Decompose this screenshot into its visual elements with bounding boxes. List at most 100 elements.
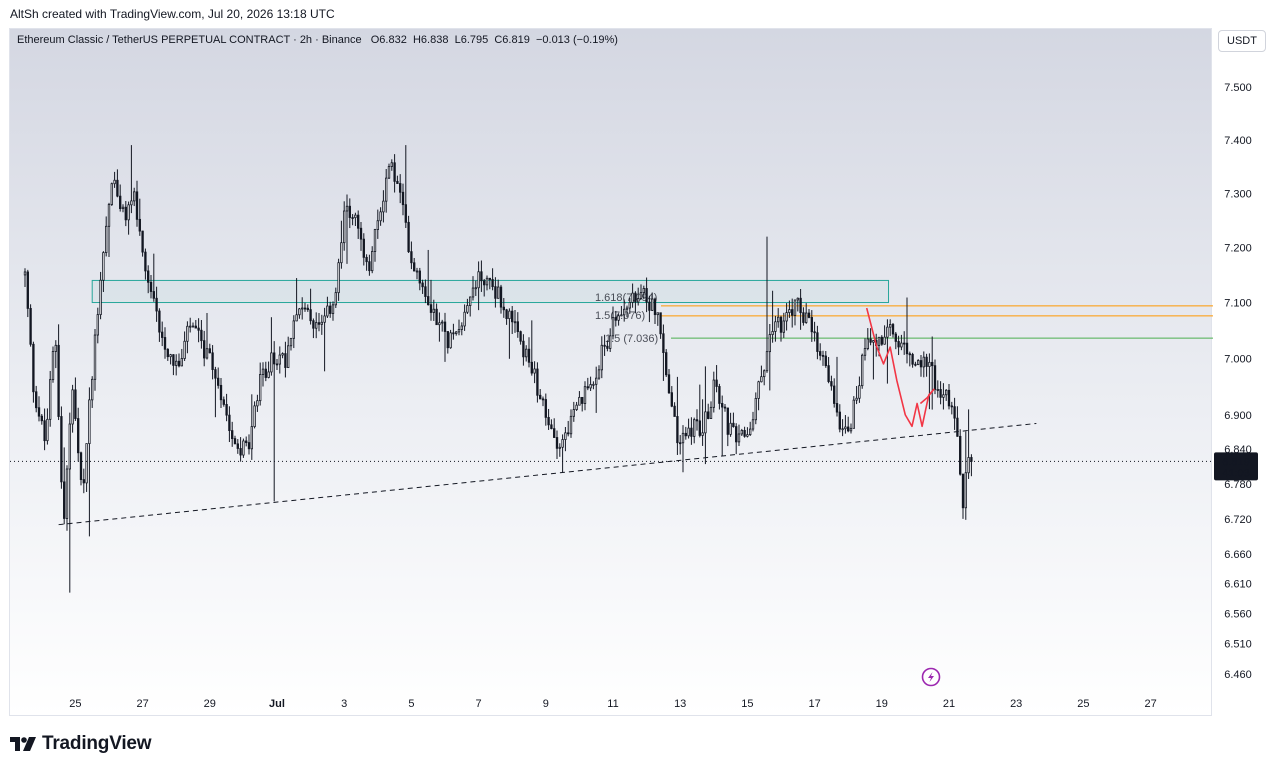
candle-body	[455, 331, 458, 334]
y-axis-tick-label: 6.510	[1224, 639, 1252, 651]
candle-body	[124, 206, 127, 221]
candle-body	[463, 311, 466, 327]
currency-button[interactable]: USDT	[1218, 30, 1266, 52]
projection-path[interactable]	[865, 307, 935, 428]
candle-body	[931, 361, 934, 367]
candle-body	[54, 344, 57, 352]
candle-body	[362, 238, 365, 258]
candle-body	[166, 348, 169, 358]
candle-body	[491, 279, 494, 288]
candle-body	[821, 354, 825, 357]
x-axis-tick-label: 13	[674, 698, 686, 710]
chart-pane[interactable]	[9, 28, 1212, 716]
candle-body	[264, 368, 267, 378]
candle-body	[735, 426, 738, 443]
candle-body	[121, 206, 125, 210]
candle-body	[544, 399, 547, 418]
tradingview-logo[interactable]: TradingView	[10, 733, 152, 755]
candle-body	[65, 468, 69, 519]
candle-body	[63, 481, 66, 519]
resistance-zone[interactable]	[91, 279, 890, 304]
y-axis-tick-label: 6.460	[1224, 669, 1252, 681]
candle-body	[343, 210, 346, 244]
candle-body	[681, 432, 685, 444]
trendline[interactable]	[58, 422, 1037, 526]
candle-body	[600, 344, 603, 371]
candle-body	[393, 162, 396, 182]
candle-body	[645, 288, 648, 303]
candle-body	[68, 423, 71, 470]
candle-body	[791, 309, 794, 316]
candle-body	[861, 354, 864, 387]
candle-body	[684, 432, 687, 437]
candle-body	[301, 307, 304, 310]
candle-body	[634, 292, 637, 303]
candle-body	[746, 434, 749, 437]
fib-level-label: 1.5 (7.036)	[605, 333, 658, 345]
candle-body	[813, 331, 816, 334]
candle-body	[29, 308, 32, 345]
candle-body	[637, 298, 640, 303]
candle-body	[933, 365, 937, 390]
candle-body	[161, 331, 164, 338]
candle-body	[555, 437, 559, 449]
symbol-legend: Ethereum Classic / TetherUS PERPETUAL CO…	[17, 34, 618, 46]
candle-body	[793, 299, 797, 316]
candle-body	[695, 419, 699, 422]
candle-body	[379, 211, 382, 222]
candle-body	[729, 422, 732, 435]
x-axis-tick-label: 5	[408, 698, 414, 710]
candle-body	[516, 321, 519, 333]
candle-body	[611, 317, 615, 337]
candle-body	[323, 315, 326, 323]
candle-body	[662, 333, 665, 354]
x-axis-tick-label: 25	[69, 698, 81, 710]
candle-body	[180, 358, 183, 367]
candle-body	[295, 314, 298, 322]
chart-caption: AltSh created with TradingView.com, Jul …	[10, 7, 335, 21]
candle-body	[460, 325, 463, 330]
candle-body	[905, 342, 909, 355]
candle-body	[513, 321, 517, 324]
candle-body	[525, 348, 528, 358]
candle-body	[827, 365, 830, 382]
candle-body	[337, 262, 340, 294]
candle-body	[169, 354, 172, 358]
candle-body	[679, 442, 682, 445]
candle-body	[113, 179, 116, 185]
candle-body	[401, 191, 405, 206]
candle-body	[93, 334, 97, 380]
candle-body	[211, 352, 214, 370]
candle-body	[147, 270, 150, 283]
candle-body	[715, 379, 718, 387]
candle-body	[261, 368, 265, 375]
x-axis-tick-label: 17	[808, 698, 820, 710]
candle-body	[158, 310, 161, 333]
candle-body	[575, 404, 578, 410]
candle-body	[449, 332, 452, 349]
candle-body	[152, 291, 155, 299]
candle-body	[175, 360, 178, 366]
y-axis-tick-label: 6.780	[1224, 479, 1252, 491]
candle-body	[726, 407, 729, 435]
candle-body	[110, 183, 113, 205]
candle-body	[418, 270, 421, 284]
y-axis-tick-label: 6.560	[1224, 609, 1252, 621]
candle-body	[376, 220, 379, 230]
candle-body	[357, 214, 360, 229]
candle-body	[721, 403, 724, 408]
candle-body	[485, 277, 489, 286]
candle-body	[91, 378, 94, 401]
candle-body	[673, 405, 676, 417]
candle-body	[267, 371, 270, 378]
candle-body	[614, 317, 617, 321]
candle-body	[900, 342, 903, 348]
symbol-name[interactable]: Ethereum Classic / TetherUS PERPETUAL CO…	[17, 34, 362, 46]
candle-body	[665, 352, 668, 376]
candle-body	[119, 195, 122, 210]
last-price-badge[interactable]	[1214, 452, 1258, 481]
candle-body	[670, 392, 673, 407]
candle-body	[964, 472, 967, 509]
candle-body	[32, 343, 35, 393]
